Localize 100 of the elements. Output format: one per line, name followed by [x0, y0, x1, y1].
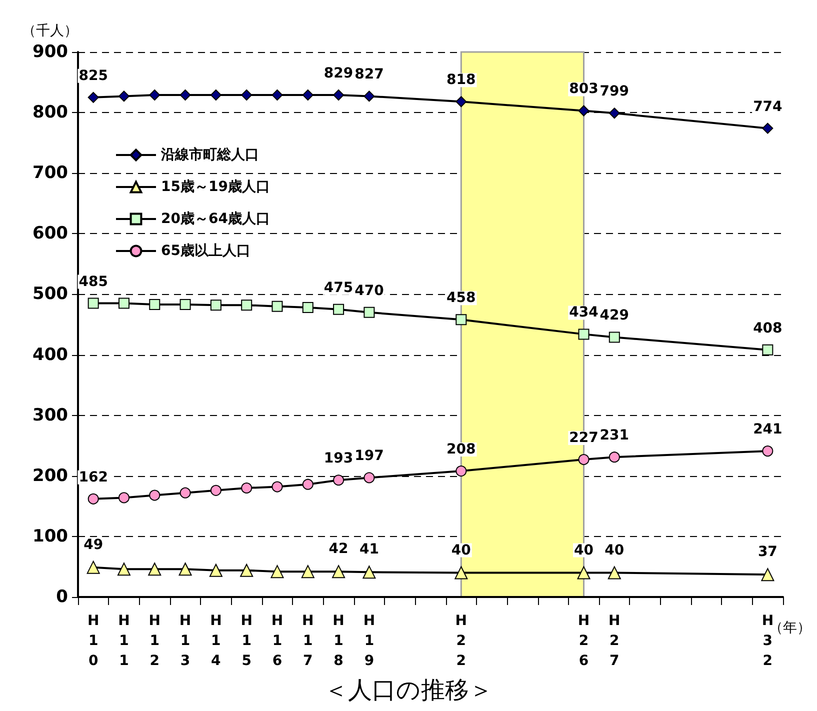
point [333, 474, 344, 486]
point [456, 96, 467, 108]
y-tick-label: 100 [32, 526, 68, 546]
point [118, 90, 130, 102]
y-tick-label: 400 [32, 344, 68, 365]
data-label: 827 [354, 66, 384, 83]
legend-label: 20歳～64歳人口 [161, 211, 270, 227]
point [178, 562, 192, 576]
data-label: 429 [600, 308, 630, 324]
y-tick-label: 800 [32, 102, 68, 123]
data-label: 825 [78, 68, 108, 84]
point [272, 481, 283, 492]
x-tick-label: H16 [271, 613, 284, 669]
data-label: 40 [574, 542, 594, 558]
y-tick-label: 0 [56, 587, 68, 607]
data-label: 40 [604, 542, 624, 558]
x-tick-label: H32 [762, 613, 774, 669]
point [180, 89, 191, 100]
data-label: 227 [569, 430, 598, 446]
data-label: 818 [446, 72, 476, 88]
point [456, 314, 467, 326]
point [362, 566, 376, 579]
y-tick-label: 500 [32, 284, 68, 304]
data-label: 231 [600, 428, 630, 444]
point [762, 344, 774, 356]
data-label: 42 [328, 541, 348, 558]
legend-label: 15歳～19歳人口 [161, 179, 270, 195]
x-tick-label: H17 [302, 613, 314, 669]
data-label: 408 [753, 320, 782, 336]
point [578, 328, 590, 340]
point [761, 568, 774, 582]
point [88, 298, 99, 309]
y-tick-label: 300 [32, 405, 68, 426]
point [149, 299, 160, 310]
point [364, 306, 375, 318]
point [241, 300, 252, 311]
point [578, 454, 590, 466]
point [210, 300, 222, 311]
point [456, 466, 467, 477]
point [454, 566, 468, 580]
point [209, 564, 222, 577]
point [762, 446, 774, 457]
y-tick-label: 600 [32, 224, 68, 244]
x-tick-label: H22 [455, 613, 468, 669]
point [180, 487, 191, 498]
point [88, 92, 99, 103]
data-label: 470 [354, 282, 384, 299]
data-label: 162 [78, 469, 108, 486]
point [148, 562, 162, 576]
point [577, 566, 590, 580]
point [578, 105, 590, 116]
point [86, 560, 100, 574]
point [301, 565, 314, 578]
point [118, 492, 130, 504]
x-tick-label: H11 [118, 613, 130, 669]
point [333, 304, 344, 315]
point [149, 89, 160, 100]
data-label: 49 [84, 536, 104, 553]
point [302, 302, 314, 314]
point [364, 90, 375, 102]
y-tick-label: 200 [32, 466, 68, 486]
data-label: 37 [758, 544, 778, 560]
data-label: 41 [359, 542, 379, 558]
data-label: 434 [569, 304, 599, 321]
y-tick-label: 700 [32, 163, 68, 184]
x-tick-label: H26 [578, 613, 590, 669]
data-label: 241 [753, 422, 782, 438]
point [302, 89, 314, 100]
point [270, 565, 284, 578]
point [608, 566, 621, 580]
data-label: 485 [78, 274, 108, 290]
data-label: 803 [569, 81, 598, 98]
data-label: 40 [451, 542, 472, 558]
x-tick-label: H12 [148, 613, 160, 669]
point [364, 472, 375, 484]
data-label: 193 [324, 450, 354, 467]
x-tick-label: H27 [608, 613, 620, 669]
point [272, 89, 283, 100]
data-label: 475 [324, 280, 354, 296]
x-tick-label: H13 [179, 613, 192, 669]
point [117, 562, 130, 576]
x-tick-label: H19 [363, 613, 376, 669]
point [608, 332, 620, 343]
data-label: 774 [753, 98, 783, 115]
y-axis-title: （千人） [22, 23, 78, 39]
x-tick-label: H18 [332, 613, 344, 669]
data-label: 829 [324, 65, 354, 82]
point [88, 493, 99, 504]
y-tick-label: 900 [32, 42, 68, 62]
x-tick-label: H15 [240, 613, 252, 669]
point [210, 484, 222, 496]
text: ＜人口の推移＞ [324, 676, 493, 704]
legend-label: 沿線市町総人口 [160, 146, 259, 163]
point [333, 89, 344, 100]
point [180, 299, 191, 310]
point [272, 300, 283, 312]
point [332, 565, 346, 578]
point [762, 122, 774, 134]
point [149, 490, 160, 501]
point [240, 564, 254, 577]
